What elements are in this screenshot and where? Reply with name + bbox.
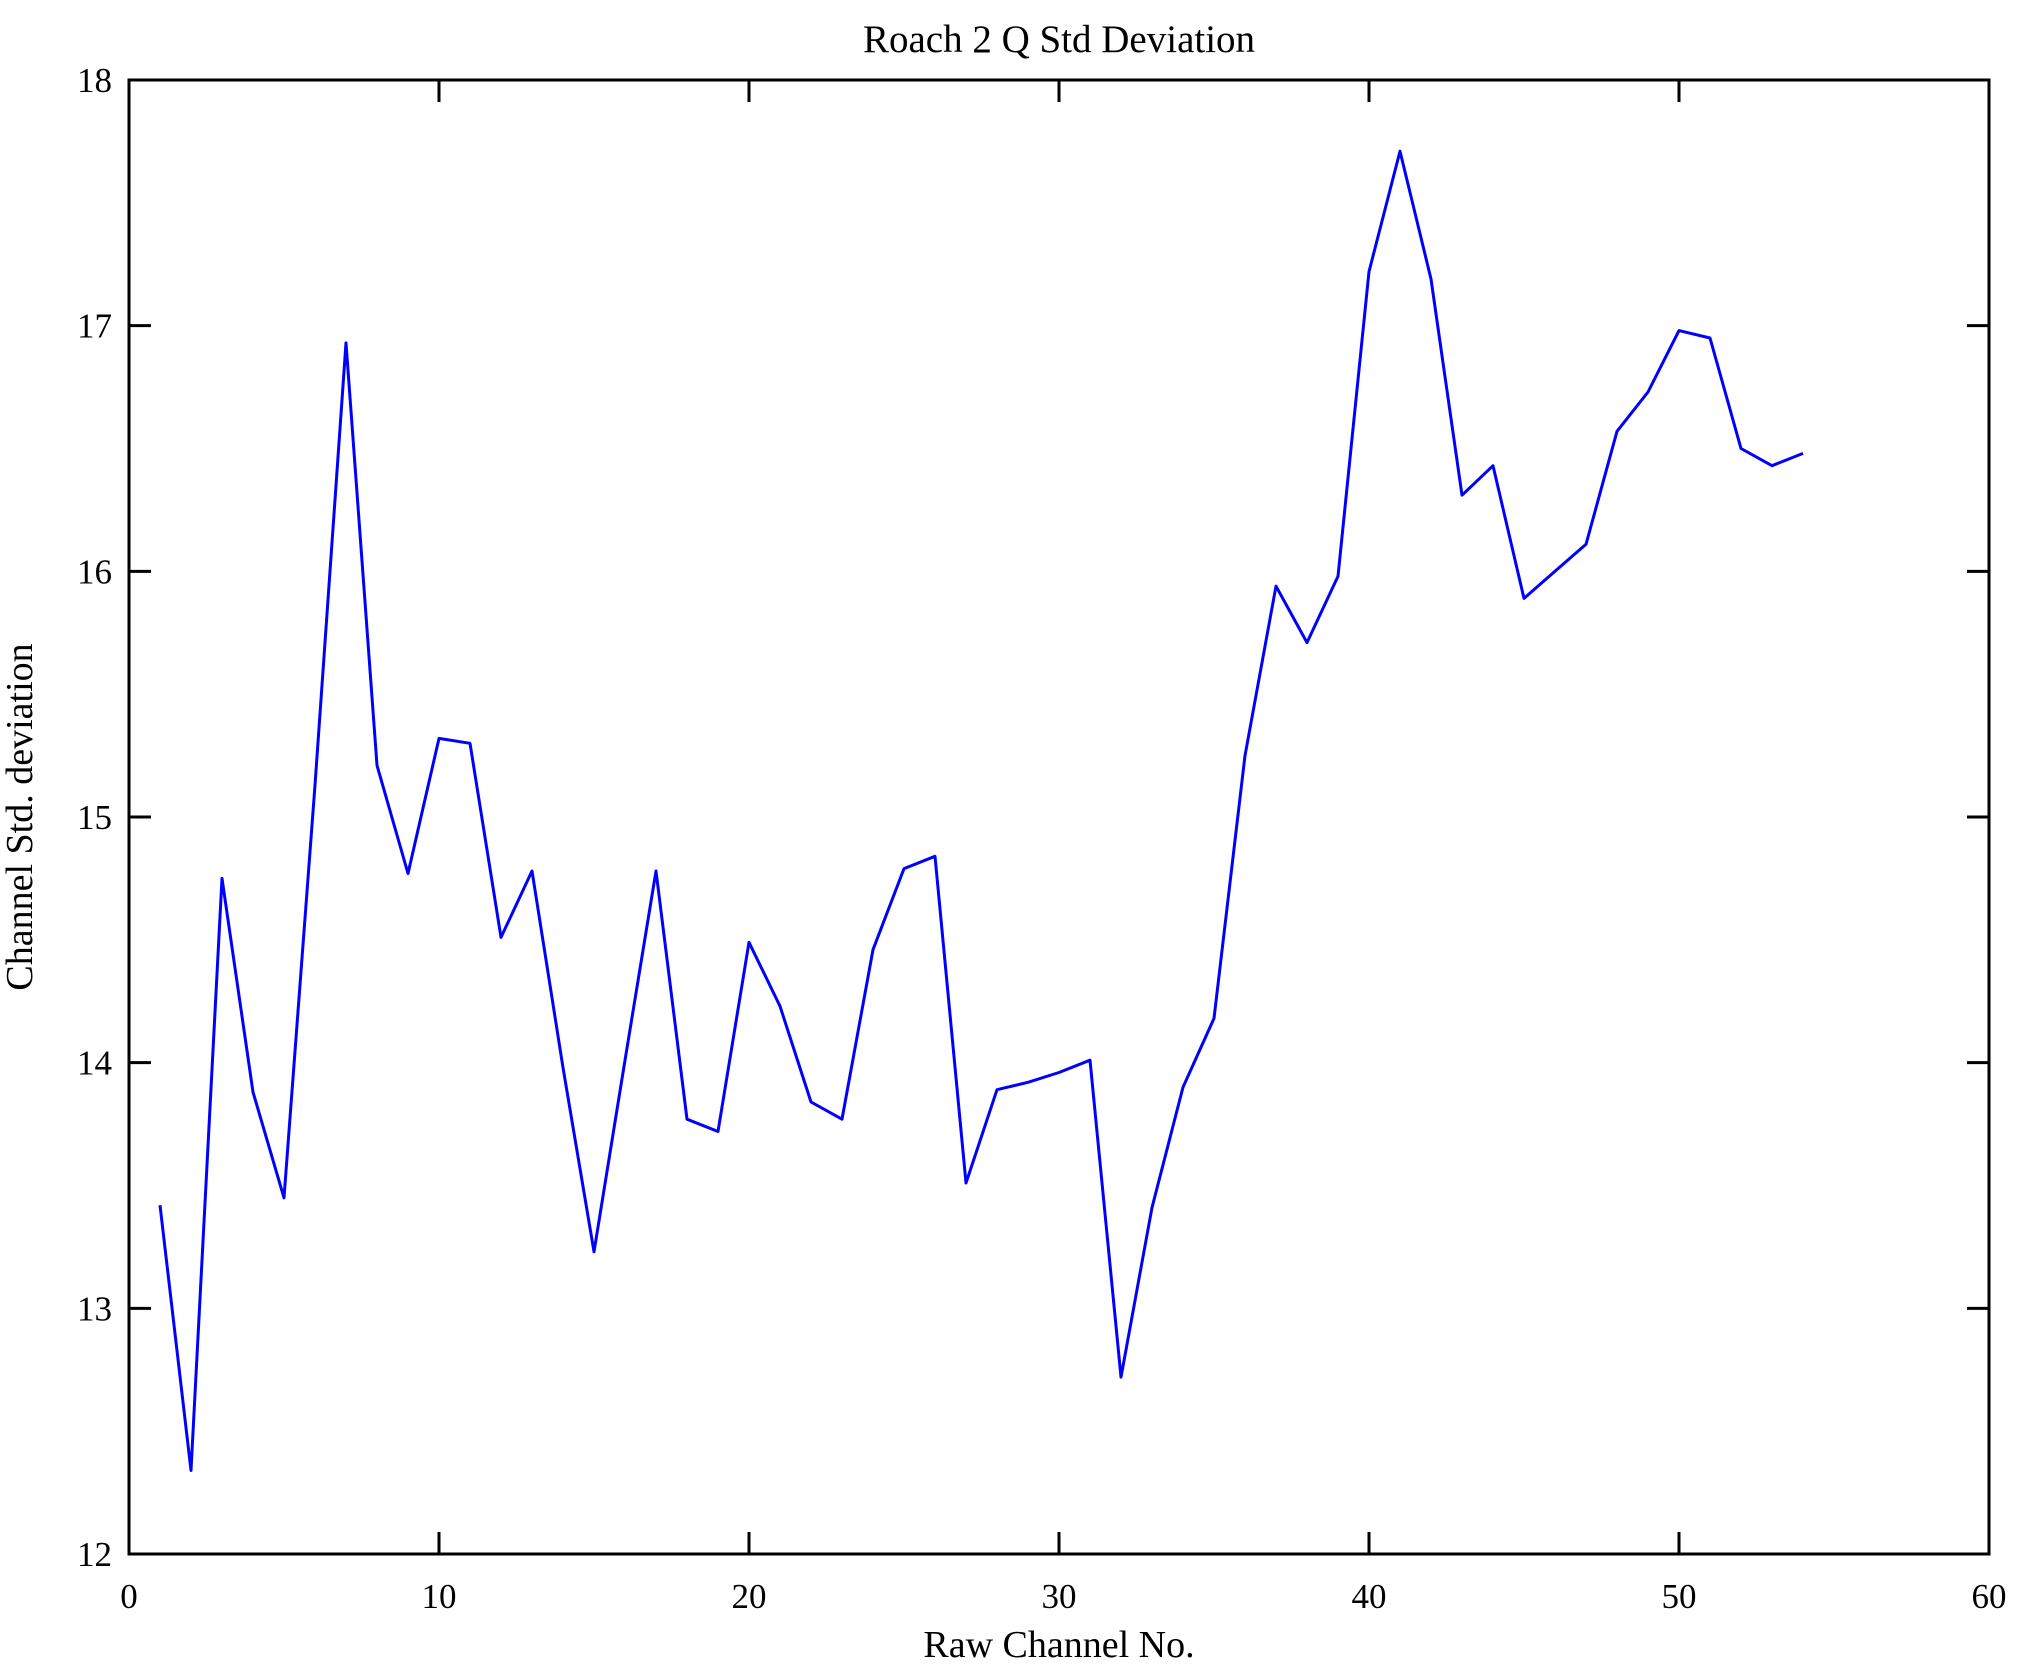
y-tick-labels: 12 13 14 15 16 17 18: [77, 61, 112, 1574]
x-tick-label: 40: [1352, 1577, 1387, 1616]
y-tick-label: 17: [77, 307, 112, 346]
x-tick-label: 10: [422, 1577, 457, 1616]
y-tick-label: 16: [77, 552, 112, 591]
chart-title: Roach 2 Q Std Deviation: [863, 18, 1255, 61]
x-axis-label: Raw Channel No.: [923, 1624, 1194, 1666]
y-tick-label: 14: [77, 1044, 112, 1083]
x-tick-label: 20: [732, 1577, 767, 1616]
x-tick-label: 30: [1042, 1577, 1077, 1616]
y-tick-label: 15: [77, 798, 112, 837]
x-tick-label: 50: [1662, 1577, 1697, 1616]
x-tick-label: 0: [120, 1577, 138, 1616]
y-axis-label: Channel Std. deviation: [0, 643, 41, 990]
y-tick-label: 13: [77, 1289, 112, 1328]
y-tick-label: 12: [77, 1535, 112, 1574]
y-tick-label: 18: [77, 61, 112, 100]
data-series-line: [158, 149, 1804, 1472]
axes-box: [127, 78, 1991, 1556]
plot-area: [129, 80, 1989, 1554]
x-tick-label: 60: [1972, 1577, 2007, 1616]
x-tick-labels: 0 10 20 30 40 50 60: [120, 1577, 2006, 1616]
